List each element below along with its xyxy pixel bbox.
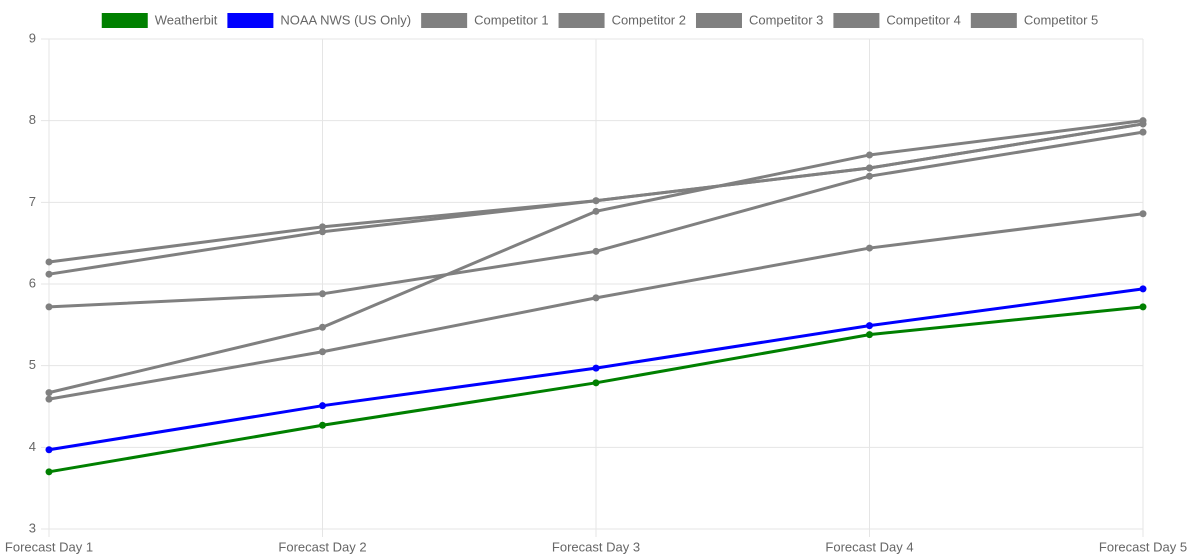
- data-point: [45, 389, 53, 397]
- data-point: [319, 402, 326, 410]
- legend-label: NOAA NWS (US Only): [280, 12, 411, 27]
- legend-item: NOAA NWS (US Only): [227, 12, 411, 28]
- data-point: [592, 294, 600, 302]
- data-point: [319, 323, 326, 331]
- legend-swatch: [558, 13, 605, 28]
- data-point: [45, 258, 53, 266]
- data-point: [1139, 128, 1147, 136]
- data-point: [592, 379, 600, 387]
- data-point: [1139, 285, 1147, 293]
- legend-item: Competitor 3: [695, 12, 823, 28]
- data-point: [319, 228, 326, 236]
- data-point: [592, 364, 600, 372]
- legend-label: Competitor 1: [474, 12, 548, 27]
- data-point: [866, 172, 873, 180]
- data-point: [45, 270, 53, 278]
- data-point: [592, 247, 600, 255]
- data-point: [45, 303, 53, 311]
- data-point: [1139, 210, 1147, 218]
- y-tick-label: 9: [29, 30, 36, 45]
- legend-label: Competitor 3: [749, 12, 823, 27]
- data-point: [45, 446, 53, 454]
- data-point: [45, 395, 53, 403]
- legend: Weatherbit NOAA NWS (US Only) Competitor 1…: [101, 12, 1098, 28]
- legend-label: Weatherbit: [155, 12, 218, 27]
- y-tick-label: 8: [29, 112, 36, 127]
- data-point: [319, 223, 326, 231]
- x-tick-label: Forecast Day 1: [5, 539, 93, 554]
- data-point: [319, 290, 326, 298]
- legend-item: Weatherbit: [101, 12, 218, 28]
- legend-swatch: [421, 13, 468, 28]
- legend-swatch: [227, 13, 274, 28]
- legend-item: Competitor 1: [421, 12, 549, 28]
- legend-item: Competitor 4: [833, 12, 961, 28]
- y-tick-label: 3: [29, 520, 36, 535]
- legend-item: Competitor 2: [558, 12, 686, 28]
- data-point: [1139, 120, 1147, 128]
- data-point: [866, 164, 873, 172]
- y-tick-label: 4: [29, 439, 36, 454]
- y-tick-label: 6: [29, 275, 36, 290]
- x-tick-label: Forecast Day 3: [552, 539, 640, 554]
- data-point: [866, 331, 873, 339]
- x-tick-label: Forecast Day 5: [1099, 539, 1187, 554]
- y-tick-label: 5: [29, 357, 36, 372]
- legend-swatch: [970, 13, 1017, 28]
- y-tick-label: 7: [29, 194, 36, 209]
- data-point: [45, 468, 53, 476]
- legend-swatch: [101, 13, 148, 28]
- data-point: [1139, 303, 1147, 311]
- data-point: [319, 421, 326, 429]
- data-point: [319, 348, 326, 356]
- data-point: [592, 197, 600, 205]
- legend-swatch: [695, 13, 742, 28]
- legend-swatch: [833, 13, 880, 28]
- x-tick-label: Forecast Day 2: [278, 539, 366, 554]
- x-tick-label: Forecast Day 4: [825, 539, 913, 554]
- data-point: [866, 322, 873, 330]
- data-point: [866, 151, 873, 159]
- data-point: [866, 244, 873, 252]
- legend-label: Competitor 4: [886, 12, 960, 27]
- legend-label: Competitor 2: [612, 12, 686, 27]
- legend-label: Competitor 5: [1024, 12, 1098, 27]
- legend-item: Competitor 5: [970, 12, 1098, 28]
- data-point: [592, 207, 600, 215]
